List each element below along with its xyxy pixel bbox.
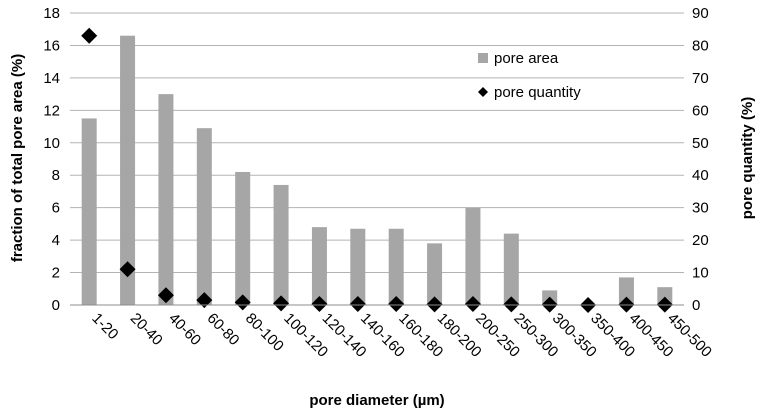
y-right-tick-label: 60 bbox=[692, 102, 709, 119]
bar-pore-area-80-100 bbox=[235, 171, 251, 305]
bar-pore-area-200-250 bbox=[465, 207, 481, 305]
bar-pore-area-60-80 bbox=[196, 128, 212, 305]
x-tick-label: 1-20 bbox=[88, 310, 121, 343]
bar-pore-area-180-200 bbox=[427, 243, 443, 305]
x-tick-label: 60-80 bbox=[203, 310, 242, 349]
y-right-tick-label: 80 bbox=[692, 37, 709, 54]
marker-pore-quantity-40-60 bbox=[157, 287, 174, 304]
marker-pore-quantity-20-40 bbox=[119, 261, 136, 278]
y-left-tick-label: 12 bbox=[43, 102, 60, 119]
y-left-tick-label: 8 bbox=[52, 167, 60, 184]
marker-pore-quantity-140-160 bbox=[349, 296, 366, 313]
bar-pore-area-100-120 bbox=[273, 184, 289, 305]
bars-pore-area bbox=[81, 35, 673, 305]
y-left-tick-label: 18 bbox=[43, 5, 60, 22]
y-right-tick-label: 30 bbox=[692, 200, 709, 217]
bar-pore-area-400-450 bbox=[618, 277, 634, 305]
y-right-tick-label: 40 bbox=[692, 167, 709, 184]
y-axis-right-title: pore quantity (%) bbox=[739, 97, 756, 220]
y-right-tick-label: 50 bbox=[692, 135, 709, 152]
marker-pore-quantity-200-250 bbox=[464, 296, 481, 313]
bar-pore-area-250-300 bbox=[503, 233, 519, 305]
x-axis-title: pore diameter (µm) bbox=[309, 392, 444, 409]
x-tick-label: 80-100 bbox=[242, 310, 287, 355]
bar-pore-area-1-20 bbox=[81, 118, 97, 305]
x-tick-label: 40-60 bbox=[165, 310, 204, 349]
legend-marker-pore-quantity bbox=[478, 87, 488, 97]
x-tick-label: 20-40 bbox=[127, 310, 166, 349]
x-axis-ticks: 1-20 20-40 40-60 60-80 80-100100-120120-1401… bbox=[88, 310, 715, 361]
y-right-tick-label: 0 bbox=[692, 297, 700, 314]
legend-swatch-pore-area bbox=[478, 53, 488, 63]
bar-pore-area-140-160 bbox=[350, 228, 366, 305]
y-left-tick-label: 2 bbox=[52, 265, 60, 282]
y-right-tick-label: 70 bbox=[692, 70, 709, 87]
bar-pore-area-120-140 bbox=[311, 227, 327, 305]
bar-pore-area-40-60 bbox=[158, 94, 174, 305]
legend-label-pore-area: pore area bbox=[494, 50, 559, 67]
marker-pore-quantity-80-100 bbox=[234, 294, 251, 311]
y-left-tick-label: 16 bbox=[43, 37, 60, 54]
y-left-tick-label: 0 bbox=[52, 297, 60, 314]
legend-label-pore-quantity: pore quantity bbox=[494, 84, 581, 101]
y-left-tick-label: 6 bbox=[52, 200, 60, 217]
y-axis-left-title: fraction of total pore area (%) bbox=[9, 54, 26, 262]
bar-pore-area-160-180 bbox=[388, 228, 404, 305]
markers-pore-quantity bbox=[81, 27, 673, 313]
y-left-tick-label: 10 bbox=[43, 135, 60, 152]
bar-pore-area-20-40 bbox=[120, 35, 136, 305]
y-left-tick-label: 4 bbox=[52, 232, 60, 249]
legend: pore area pore quantity bbox=[478, 50, 581, 101]
marker-pore-quantity-1-20 bbox=[81, 27, 98, 44]
y-axis-left-ticks: 0 2 4 6 8 10 12 14 16 18 bbox=[43, 5, 60, 314]
y-right-tick-label: 20 bbox=[692, 232, 709, 249]
y-axis-right-ticks: 0 10 20 30 40 50 60 70 80 90 bbox=[692, 5, 709, 314]
marker-pore-quantity-100-120 bbox=[273, 295, 290, 312]
marker-pore-quantity-180-200 bbox=[426, 296, 443, 313]
y-right-tick-label: 10 bbox=[692, 265, 709, 282]
marker-pore-quantity-60-80 bbox=[196, 292, 213, 309]
marker-pore-quantity-160-180 bbox=[388, 296, 405, 313]
marker-pore-quantity-250-300 bbox=[503, 296, 520, 313]
y-left-tick-label: 14 bbox=[43, 70, 60, 87]
marker-pore-quantity-120-140 bbox=[311, 296, 328, 313]
y-right-tick-label: 90 bbox=[692, 5, 709, 22]
